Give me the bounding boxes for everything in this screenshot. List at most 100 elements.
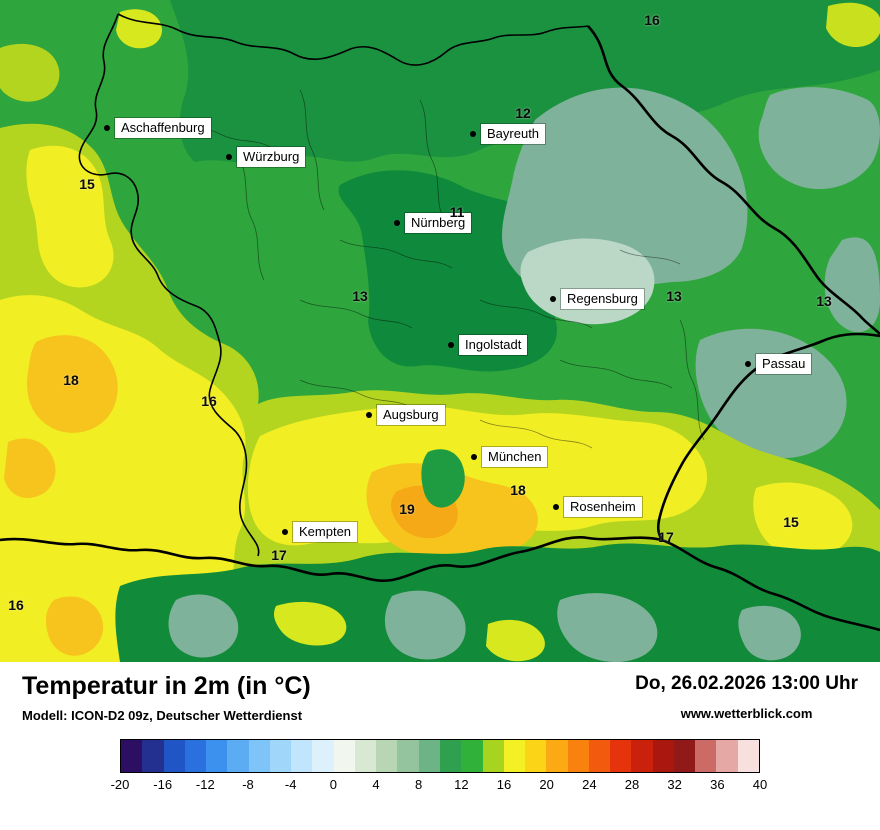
footer-header: Temperatur in 2m (in °C) Modell: ICON-D2… bbox=[0, 662, 880, 723]
colorbar-segment bbox=[333, 739, 355, 772]
colorbar-tick-label: 20 bbox=[539, 776, 554, 792]
city-label: Würzburg bbox=[237, 147, 306, 167]
city-marker: Würzburg bbox=[226, 147, 306, 167]
colorbar-segment bbox=[673, 739, 696, 772]
colorbar-segment bbox=[631, 739, 653, 772]
colorbar-segment bbox=[716, 739, 738, 772]
colorbar-tick-label: 24 bbox=[582, 776, 597, 792]
colorbar-segment bbox=[163, 739, 185, 772]
temperature-value: 13 bbox=[666, 288, 682, 304]
colorbar-segment bbox=[397, 739, 419, 772]
temperature-map: Aschaffenburg Würzburg Bayreuth Nürnberg Reg… bbox=[0, 0, 880, 662]
colorbar-tick-label: 12 bbox=[454, 776, 469, 792]
city-marker: Nürnberg bbox=[394, 213, 472, 233]
colorbar-segment bbox=[439, 739, 462, 772]
city-dot-icon bbox=[104, 125, 110, 131]
temperature-value: 13 bbox=[816, 293, 832, 309]
city-layer: Aschaffenburg Würzburg Bayreuth Nürnberg Reg… bbox=[104, 118, 812, 542]
colorbar-segment bbox=[567, 739, 589, 772]
city-label: München bbox=[482, 447, 548, 467]
temperature-value: 15 bbox=[79, 176, 95, 192]
city-label: Bayreuth bbox=[481, 124, 546, 144]
map-datetime: Do, 26.02.2026 13:00 Uhr bbox=[635, 673, 858, 694]
city-label: Aschaffenburg bbox=[115, 118, 211, 138]
colorbar-segment bbox=[652, 739, 674, 772]
colorbar-tick-label: -8 bbox=[242, 776, 254, 792]
city-marker: München bbox=[471, 447, 548, 467]
colorbar-segment bbox=[737, 739, 759, 772]
city-dot-icon bbox=[550, 296, 556, 302]
colorbar-segment bbox=[418, 739, 440, 772]
temperature-value: 16 bbox=[8, 597, 24, 613]
temperature-value: 11 bbox=[449, 204, 465, 220]
city-label: Augsburg bbox=[377, 405, 445, 425]
city-dot-icon bbox=[448, 342, 454, 348]
city-marker: Bayreuth bbox=[470, 124, 546, 144]
colorbar-tick-label: 40 bbox=[752, 776, 768, 792]
colorbar-tick-label: -12 bbox=[195, 776, 215, 792]
city-dot-icon bbox=[553, 504, 559, 510]
temperature-value: 13 bbox=[352, 288, 368, 304]
city-marker: Ingolstadt bbox=[448, 335, 528, 355]
colorbar-segment bbox=[482, 739, 504, 772]
city-marker: Augsburg bbox=[366, 405, 445, 425]
colorbar-segment bbox=[206, 739, 228, 772]
city-marker: Aschaffenburg bbox=[104, 118, 211, 138]
colorbar-segment bbox=[610, 739, 632, 772]
temperature-value: 18 bbox=[63, 372, 79, 388]
colorbar-tick-label: -16 bbox=[153, 776, 173, 792]
colorbar-segment bbox=[525, 739, 547, 772]
colorbar-segment bbox=[248, 739, 270, 772]
city-dot-icon bbox=[282, 529, 288, 535]
colorbar-tick-label: -20 bbox=[110, 776, 130, 792]
colorbar-segment bbox=[588, 739, 611, 772]
city-marker: Rosenheim bbox=[553, 497, 642, 517]
colorbar-segment bbox=[142, 739, 164, 772]
colorbar bbox=[120, 738, 760, 773]
colorbar-segment bbox=[121, 739, 143, 772]
city-label: Nürnberg bbox=[405, 213, 472, 233]
colorbar-segment bbox=[461, 739, 483, 772]
city-dot-icon bbox=[226, 154, 232, 160]
colorbar-segment bbox=[503, 739, 526, 772]
temperature-map-graphic bbox=[0, 0, 880, 662]
temperature-legend: -20 -16 -12 -8 -4 0 4 8 12 16 20 24 28 32 36 40 bbox=[111, 738, 768, 797]
city-label: Passau bbox=[756, 354, 812, 374]
colorbar-tick-label: 28 bbox=[624, 776, 640, 792]
city-dot-icon bbox=[745, 361, 751, 367]
city-dot-icon bbox=[471, 454, 477, 460]
city-label: Kempten bbox=[293, 522, 358, 542]
temperature-value: 16 bbox=[644, 12, 660, 28]
footer-right: Do, 26.02.2026 13:00 Uhr www.wetterblick… bbox=[635, 672, 858, 721]
map-footer: Temperatur in 2m (in °C) Modell: ICON-D2… bbox=[0, 662, 880, 830]
colorbar-tick-label: 36 bbox=[710, 776, 725, 792]
colorbar-ticks: -20 -16 -12 -8 -4 0 4 8 12 16 20 24 28 32 36 40 bbox=[111, 776, 768, 797]
colorbar-segment bbox=[695, 739, 717, 772]
colorbar-segment bbox=[354, 739, 377, 772]
model-info: Modell: ICON-D2 09z, Deutscher Wetterdie… bbox=[22, 707, 303, 723]
colorbar-tick-label: 0 bbox=[329, 776, 337, 792]
colorbar-segment bbox=[269, 739, 292, 772]
temperature-value: 12 bbox=[515, 105, 531, 121]
colorbar-tick-label: 4 bbox=[372, 776, 380, 792]
city-label: Regensburg bbox=[561, 289, 644, 309]
map-title: Temperatur in 2m (in °C) bbox=[22, 672, 311, 700]
city-dot-icon bbox=[470, 131, 476, 137]
colorbar-segment bbox=[227, 739, 249, 772]
footer-left: Temperatur in 2m (in °C) Modell: ICON-D2… bbox=[22, 672, 311, 723]
temperature-value: 16 bbox=[201, 393, 217, 409]
temperature-value: 15 bbox=[783, 514, 799, 530]
colorbar-tick-label: 32 bbox=[667, 776, 682, 792]
website-link[interactable]: www.wetterblick.com bbox=[680, 705, 813, 721]
city-dot-icon bbox=[366, 412, 372, 418]
city-dot-icon bbox=[394, 220, 400, 226]
city-marker: Passau bbox=[745, 354, 812, 374]
temperature-label-layer: 16 12 15 11 13 13 13 18 16 18 19 17 17 15 16 bbox=[8, 12, 832, 613]
colorbar-segment bbox=[546, 739, 568, 772]
temperature-value: 19 bbox=[399, 501, 415, 517]
city-marker: Regensburg bbox=[550, 289, 644, 309]
temperature-value: 17 bbox=[271, 547, 287, 563]
city-label: Ingolstadt bbox=[459, 335, 528, 355]
colorbar-segment bbox=[376, 739, 398, 772]
